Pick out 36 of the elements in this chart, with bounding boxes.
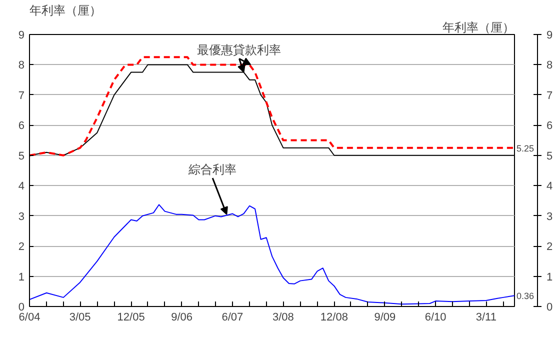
x-tick-label: 6/10 xyxy=(424,312,446,324)
data-label: 5.25 xyxy=(516,143,534,154)
y-tick-label: 3 xyxy=(18,210,25,223)
x-tick-label: 12/05 xyxy=(117,312,145,324)
annotation: 最優惠貸款利率 xyxy=(197,43,282,58)
annotation: 綜合利率 xyxy=(188,162,237,177)
data-label: 0.36 xyxy=(516,291,534,302)
y2-tick-label: 2 xyxy=(546,241,553,254)
x-tick-label: 6/07 xyxy=(222,312,244,324)
x-tick-label: 6/04 xyxy=(18,312,40,324)
y2-tick-label: 6 xyxy=(546,120,553,132)
x-tick-label: 9/09 xyxy=(374,312,396,324)
x-tick-label: 9/06 xyxy=(171,312,193,324)
y2-tick-label: 0 xyxy=(546,302,553,314)
y2-tick-label: 4 xyxy=(546,180,553,193)
y-tick-label: 8 xyxy=(18,60,25,72)
y-tick-label: 9 xyxy=(18,30,25,42)
x-tick-label: 3/05 xyxy=(69,312,91,324)
y2-tick-label: 8 xyxy=(546,60,553,72)
y-tick-label: 6 xyxy=(18,120,25,132)
y2-tick-label: 9 xyxy=(546,30,553,42)
y-tick-label: 1 xyxy=(18,271,25,284)
y-tick-label: 0 xyxy=(18,302,25,314)
y-tick-label: 4 xyxy=(18,180,25,193)
y-tick-label: 2 xyxy=(18,241,25,254)
y-tick-label: 7 xyxy=(18,90,25,102)
x-tick-label: 3/08 xyxy=(272,312,294,324)
y2-tick-label: 5 xyxy=(546,150,553,162)
y2-tick-label: 3 xyxy=(546,210,553,223)
y2-axis-title: 年利率（厘） xyxy=(442,20,514,34)
y-tick-label: 5 xyxy=(18,150,25,162)
y2-tick-label: 1 xyxy=(546,271,553,284)
y2-tick-label: 7 xyxy=(546,90,553,102)
x-tick-label: 12/08 xyxy=(320,312,348,324)
x-tick-label: 3/11 xyxy=(476,312,496,324)
y-axis-title: 年利率（厘） xyxy=(30,4,102,18)
